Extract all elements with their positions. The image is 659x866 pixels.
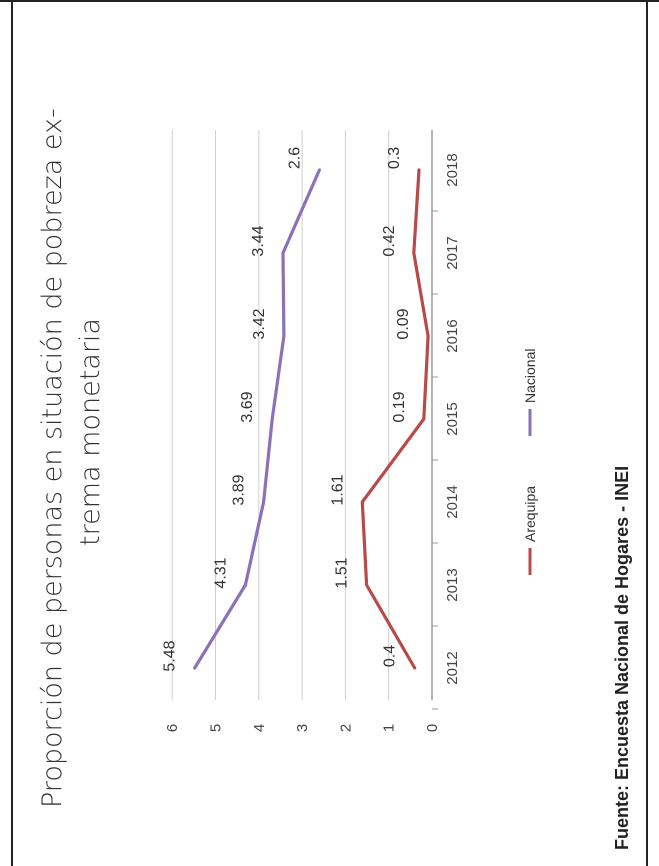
x-tick-label: 2017 (444, 236, 461, 269)
y-tick-label: 1 (381, 724, 398, 732)
data-label: 0.19 (391, 391, 408, 422)
y-tick-label: 2 (337, 724, 354, 732)
data-label: 4.31 (212, 557, 229, 588)
data-label: 2.6 (286, 147, 303, 169)
data-label: 3.69 (239, 391, 256, 422)
x-tick-label: 2013 (444, 568, 461, 601)
legend-label: Arequipa (522, 486, 538, 542)
x-tick-label: 2015 (444, 402, 461, 435)
y-tick-label: 5 (208, 724, 225, 732)
data-label: 3.44 (250, 225, 267, 256)
series-layer: 0.4 1.51 1.61 0.19 0.09 0.42 0.3 5.48 4.31 3.89 3.… (162, 147, 430, 672)
series-line-arequipa (360, 168, 430, 670)
data-label: 3.42 (251, 308, 268, 339)
axis-layer: 0 1 2 3 4 5 6 2012 2013 2014 2015 2016 2017 2018 (164, 130, 461, 732)
data-label: 0.3 (386, 147, 403, 169)
data-label: 5.48 (162, 640, 179, 671)
x-tick-label: 2012 (444, 651, 461, 684)
legend-label: Nacional (522, 349, 538, 403)
x-tick-label: 2014 (444, 485, 461, 518)
data-label: 3.89 (231, 474, 248, 505)
data-label: 1.61 (329, 474, 346, 505)
y-tick-label: 4 (251, 724, 268, 732)
x-tick-label: 2018 (444, 153, 461, 186)
data-label: 0.4 (382, 645, 399, 667)
y-tick-label: 0 (424, 724, 441, 732)
chart-title-line-1: Proporción de personas en situación de p… (37, 108, 68, 808)
data-label: 1.51 (334, 557, 351, 588)
data-label: 0.09 (395, 308, 412, 339)
source-note: Fuente: Encuesta Nacional de Hogares - I… (612, 466, 632, 850)
chart-title-line-2: trema monetaria (75, 318, 106, 546)
y-tick-label: 6 (164, 724, 181, 732)
grid-layer (171, 130, 390, 700)
data-label: 0.42 (381, 225, 398, 256)
legend: Arequipa Nacional (522, 349, 538, 575)
series-line-nacional (193, 168, 321, 670)
x-tick-label: 2016 (444, 319, 461, 352)
y-tick-label: 3 (294, 724, 311, 732)
